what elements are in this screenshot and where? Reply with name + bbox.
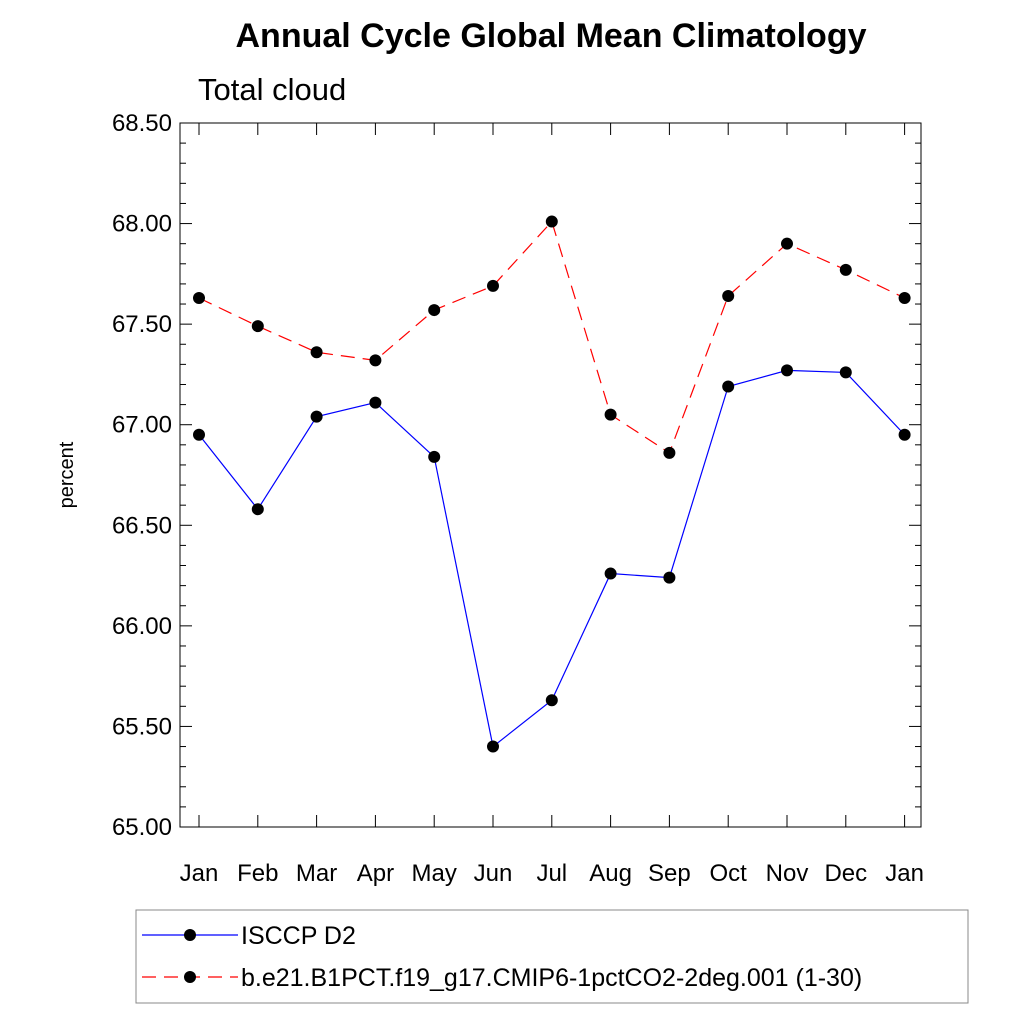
x-tick-label: Oct xyxy=(710,860,748,887)
legend-label-1: b.e21.B1PCT.f19_g17.CMIP6-1pctCO2-2deg.0… xyxy=(241,964,862,992)
series-1-point xyxy=(898,291,911,304)
series-0-point xyxy=(251,503,264,516)
series-0-point xyxy=(487,740,499,753)
series-1-point xyxy=(663,446,676,459)
x-tick-label: Jun xyxy=(474,860,513,887)
y-tick-label: 66.00 xyxy=(112,613,172,640)
chart-title: Annual Cycle Global Mean Climatology xyxy=(236,17,867,55)
y-tick-label: 65.00 xyxy=(112,814,172,841)
series-1-point xyxy=(251,320,264,333)
series-0-point xyxy=(193,428,205,441)
x-tick-label: Nov xyxy=(766,860,809,887)
y-tick-label: 68.50 xyxy=(112,110,172,137)
x-tick-label: Dec xyxy=(824,860,867,887)
y-axis-label: percent xyxy=(56,441,78,508)
series-1-point xyxy=(781,237,793,250)
series-0-point xyxy=(781,364,793,377)
series-1-point xyxy=(604,408,617,421)
legend-label-0: ISCCP D2 xyxy=(241,922,356,950)
series-layer xyxy=(193,215,911,753)
axes: 65.00 65.50 66.00 66.50 67.00 67.50 68.00 68.50… xyxy=(112,110,924,887)
series-1-point xyxy=(428,304,441,317)
series-line-0 xyxy=(198,369,906,748)
series-1-point xyxy=(310,346,323,359)
series-line-1 xyxy=(198,220,905,454)
series-0-point xyxy=(604,567,617,580)
y-tick-label: 68.00 xyxy=(112,211,172,238)
y-tick-label: 67.50 xyxy=(112,311,172,338)
series-0-point xyxy=(722,380,735,393)
x-tick-label: May xyxy=(412,860,457,887)
series-0-point xyxy=(663,571,676,584)
series-0-point xyxy=(839,366,852,379)
legend-box xyxy=(135,909,969,1004)
series-0-point xyxy=(428,450,441,463)
series-1-point xyxy=(193,291,205,304)
legend: ISCCP D2 b.e21.B1PCT.f19_g17.CMIP6-1pctCO… xyxy=(142,922,862,992)
chart-subtitle: Total cloud xyxy=(198,72,346,107)
series-0-point xyxy=(545,694,558,707)
series-1-point xyxy=(722,289,735,302)
x-tick-label: Mar xyxy=(296,860,337,887)
x-tick-label: Jan xyxy=(180,860,219,887)
y-tick-label: 65.50 xyxy=(112,713,172,740)
x-tick-label: Jan xyxy=(885,860,924,887)
series-1-point xyxy=(545,215,558,228)
y-tick-label: 66.50 xyxy=(112,512,172,539)
x-tick-label: Sep xyxy=(648,860,691,887)
x-tick-label: Aug xyxy=(589,860,632,887)
x-tick-label: Apr xyxy=(357,860,394,887)
series-1-point xyxy=(839,263,852,276)
y-tick-label: 67.00 xyxy=(112,412,172,439)
legend-marker-1 xyxy=(184,971,196,983)
series-0-point xyxy=(898,428,911,441)
plot-frame xyxy=(179,122,922,828)
x-tick-label: Jul xyxy=(536,860,567,887)
series-1-point xyxy=(487,279,499,292)
x-tick-label: Feb xyxy=(237,860,278,887)
legend-marker-0 xyxy=(184,929,196,941)
series-1-point xyxy=(369,354,382,367)
series-0-point xyxy=(310,410,323,423)
series-0-point xyxy=(369,396,382,409)
